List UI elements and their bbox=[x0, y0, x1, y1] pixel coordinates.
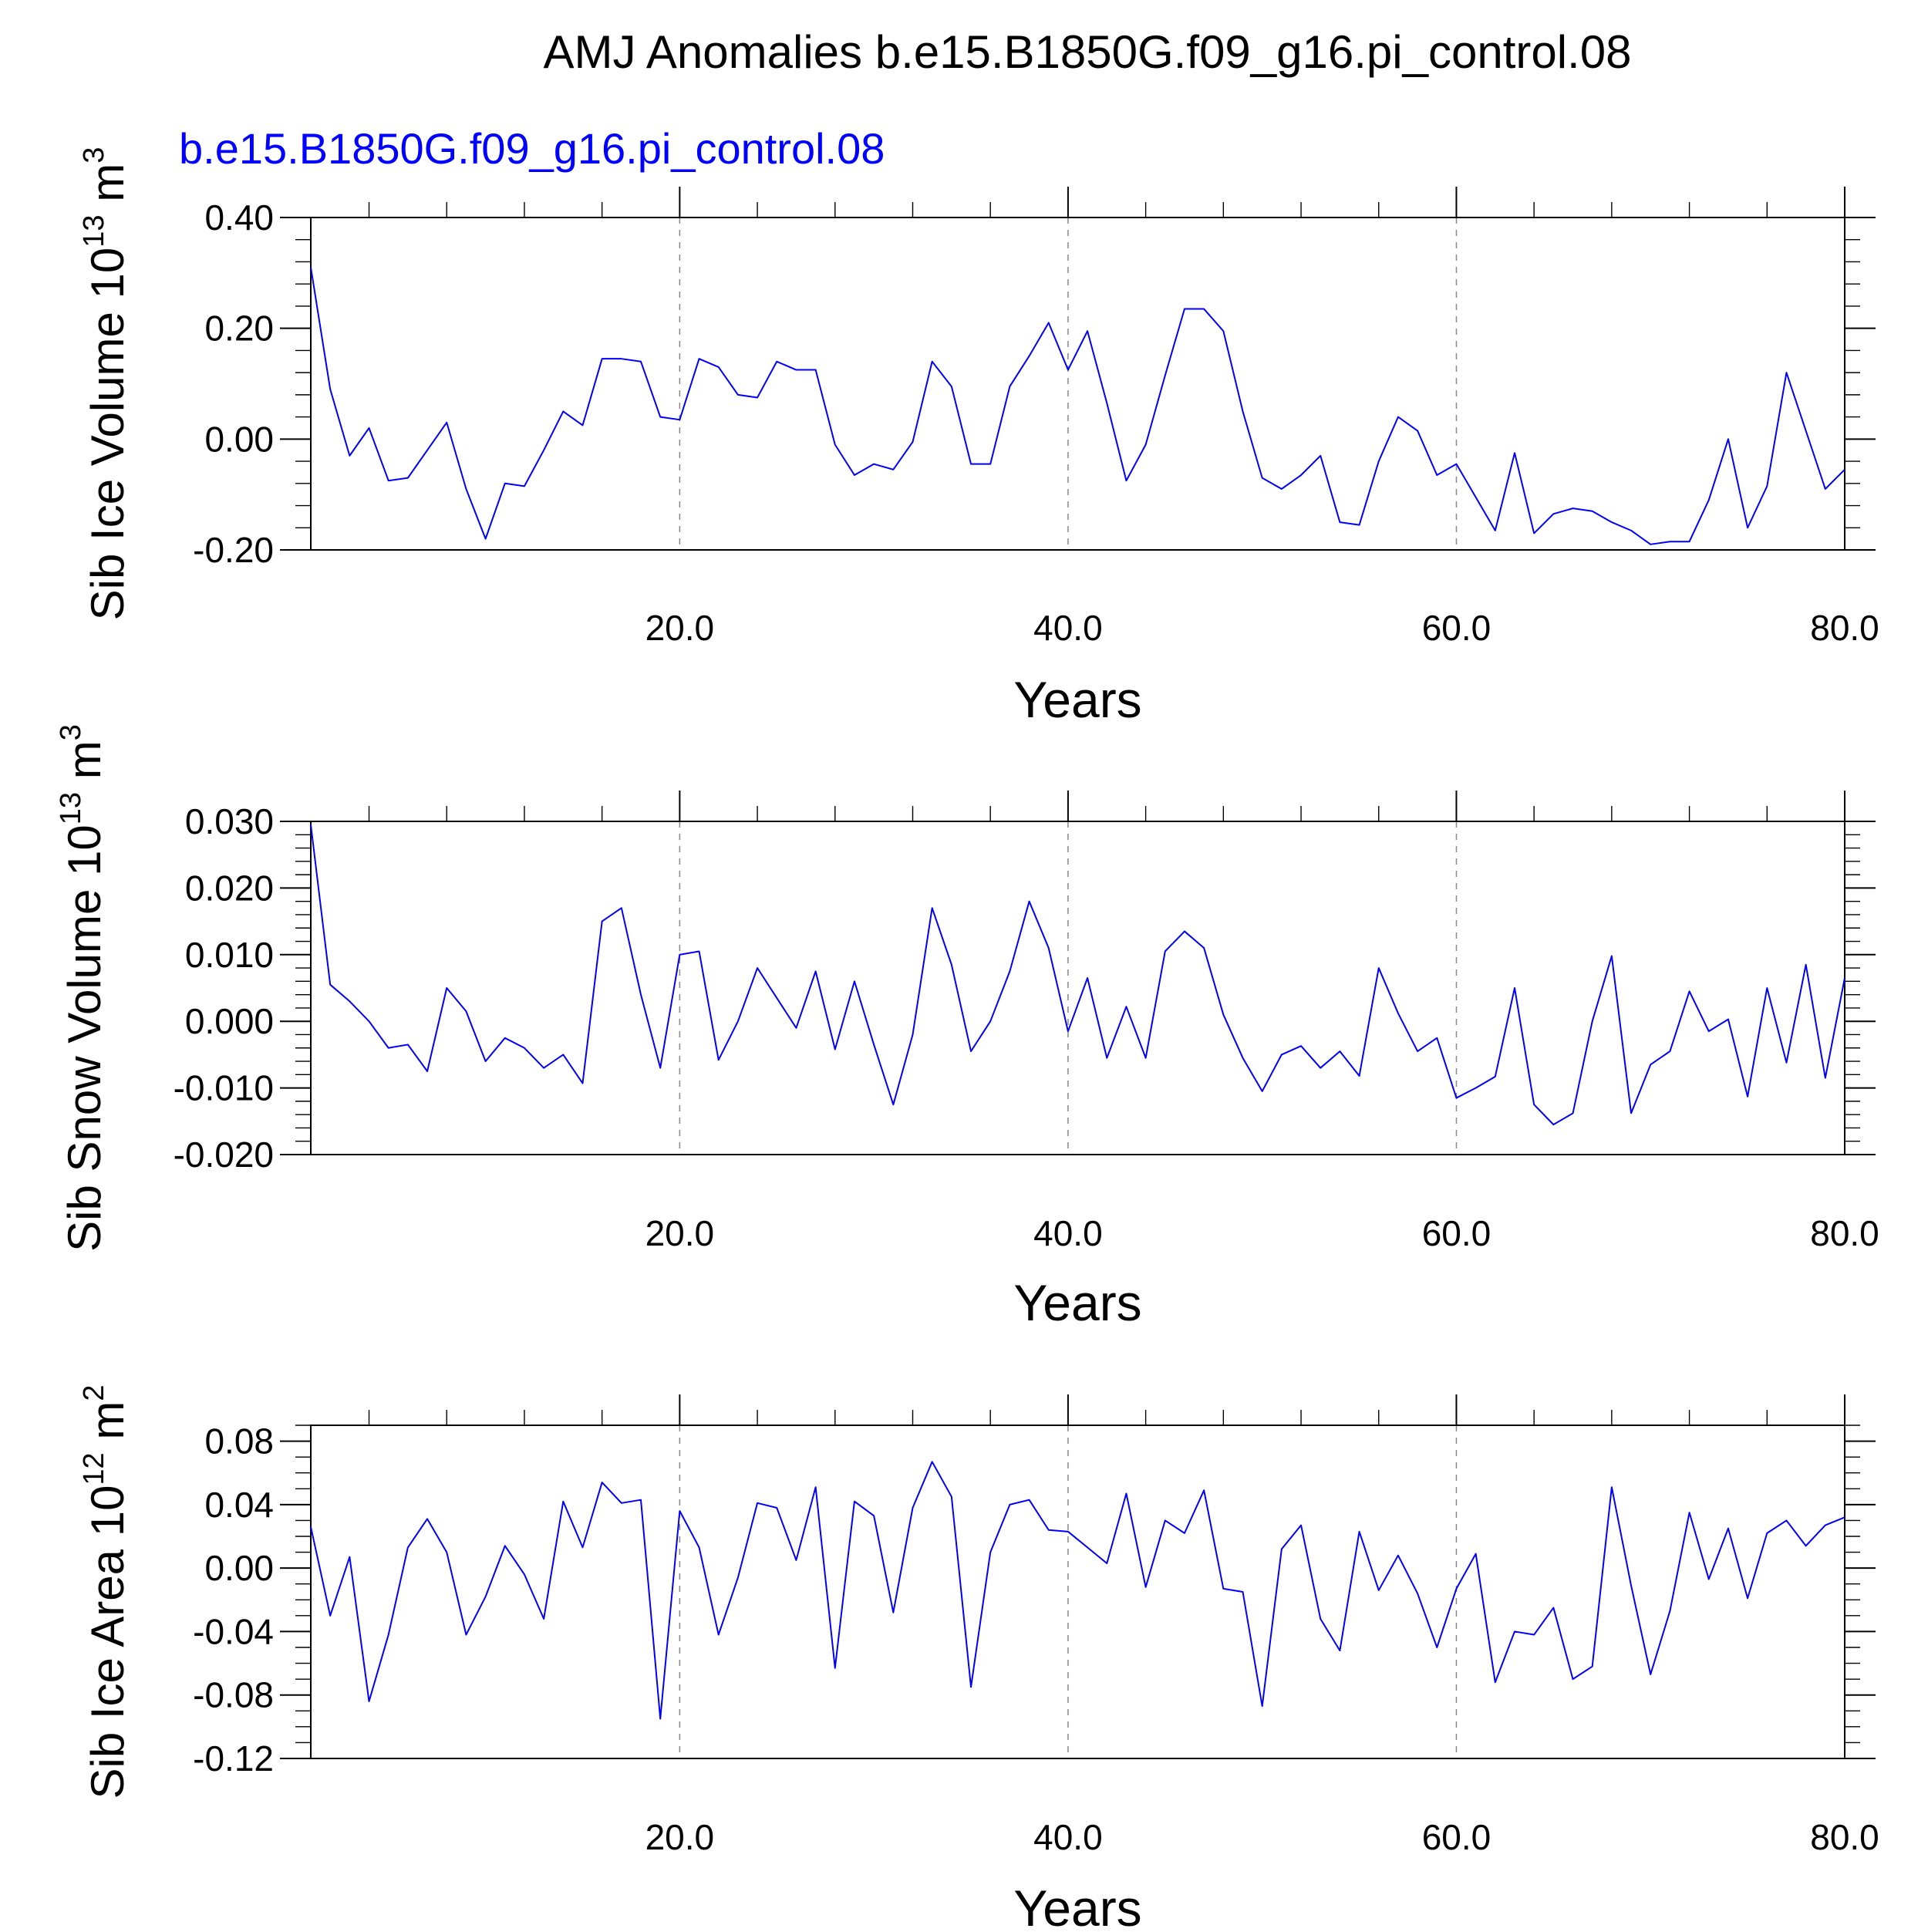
y-tick-label: 0.000 bbox=[185, 1001, 274, 1041]
x-tick-label: 60.0 bbox=[1422, 1817, 1492, 1857]
chart-panel-3: 20.0 40.0 60.0 80.0 -0.12 -0.08 -0.04 0.00 0.04 0… bbox=[78, 1384, 1879, 1932]
plot-frame bbox=[310, 1425, 1845, 1759]
x-tick-label: 60.0 bbox=[1422, 1213, 1492, 1253]
x-tick-label: 20.0 bbox=[645, 1213, 715, 1253]
y-tick-label: -0.20 bbox=[193, 530, 274, 570]
y-tick-label: -0.020 bbox=[174, 1135, 274, 1175]
y-tick-label: 0.40 bbox=[204, 197, 274, 238]
y-tick-label: -0.12 bbox=[193, 1738, 274, 1779]
chart-panel-1: 20.0 40.0 60.0 80.0 -0.20 0.00 0.20 0.40 Years Si… bbox=[78, 124, 1879, 728]
x-axis-label: Years bbox=[1013, 1274, 1141, 1331]
y-axis-label: Sib Snow Volume 1013 m3 bbox=[55, 724, 110, 1252]
panel-subtitle: b.e15.B1850G.f09_g16.pi_control.08 bbox=[179, 124, 885, 173]
plot-frame bbox=[310, 217, 1845, 551]
y-tick-label: -0.08 bbox=[193, 1675, 274, 1715]
y-tick-label: 0.010 bbox=[185, 935, 274, 975]
series-line bbox=[310, 824, 1845, 1126]
y-tick-label: -0.04 bbox=[193, 1611, 274, 1651]
y-tick-label: 0.020 bbox=[185, 868, 274, 908]
y-axis-label: Sib Ice Volume 1013 m3 bbox=[78, 147, 133, 621]
x-tick-label: 40.0 bbox=[1033, 1213, 1103, 1253]
x-tick-label: 40.0 bbox=[1033, 1817, 1103, 1857]
x-axis-label: Years bbox=[1013, 1880, 1141, 1928]
y-tick-label: -0.010 bbox=[174, 1068, 274, 1108]
x-tick-label: 80.0 bbox=[1810, 1213, 1879, 1253]
page-title: AMJ Anomalies b.e15.B1850G.f09_g16.pi_co… bbox=[544, 26, 1632, 78]
x-tick-label: 20.0 bbox=[645, 1817, 715, 1857]
series-line bbox=[310, 267, 1845, 545]
y-tick-label: 0.08 bbox=[204, 1421, 274, 1462]
y-tick-label: 0.20 bbox=[204, 309, 274, 349]
y-tick-label: 0.00 bbox=[204, 1548, 274, 1588]
chart-panel-2: 20.0 40.0 60.0 80.0 -0.020 -0.010 0.000 0.010 0.… bbox=[55, 724, 1879, 1331]
x-tick-label: 80.0 bbox=[1810, 1817, 1879, 1857]
y-tick-label: 0.030 bbox=[185, 801, 274, 841]
x-tick-label: 40.0 bbox=[1033, 608, 1103, 648]
series-line bbox=[310, 1461, 1845, 1720]
y-tick-label: 0.04 bbox=[204, 1485, 274, 1525]
y-tick-label: 0.00 bbox=[204, 419, 274, 459]
x-tick-label: 80.0 bbox=[1810, 608, 1879, 648]
x-tick-label: 60.0 bbox=[1422, 608, 1492, 648]
x-tick-label: 20.0 bbox=[645, 608, 715, 648]
x-axis-label: Years bbox=[1013, 671, 1141, 728]
plot-frame bbox=[310, 821, 1845, 1155]
y-axis-label: Sib Ice Area 1012 m2 bbox=[78, 1384, 133, 1799]
